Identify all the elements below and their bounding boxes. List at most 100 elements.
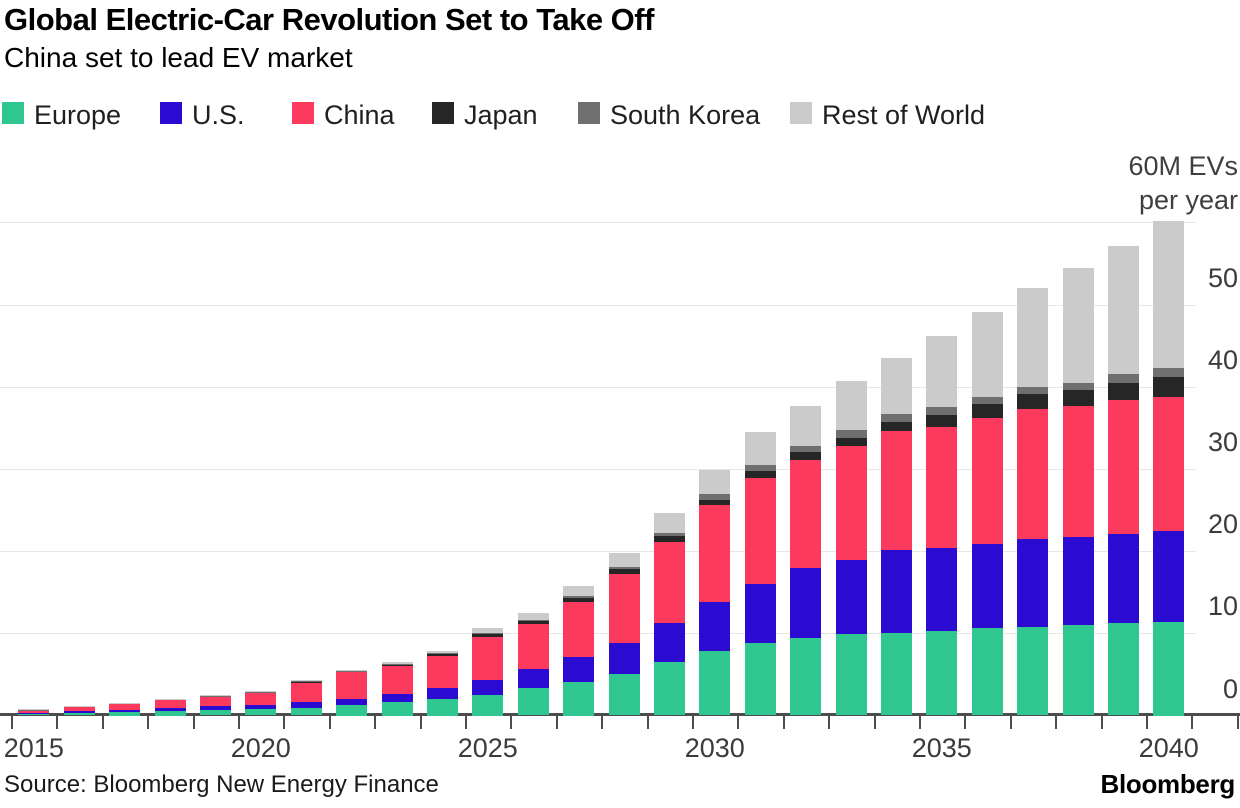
bar-segment-south-korea-2037 [1017, 386, 1049, 395]
gridline-50 [0, 304, 1196, 306]
bar-segment-rest-of-world-2022 [336, 669, 368, 671]
bar-segment-rest-of-world-2037 [1017, 288, 1049, 387]
bar-segment-europe-2023 [381, 701, 413, 716]
bar-segment-south-korea-2034 [880, 413, 912, 423]
bar-2024 [426, 650, 458, 716]
bar-segment-rest-of-world-2034 [880, 357, 912, 414]
x-tick [101, 716, 104, 729]
bar-2022 [336, 669, 368, 716]
bar-segment-europe-2030 [699, 651, 731, 716]
bar-segment-rest-of-world-2026 [517, 613, 549, 621]
bar-segment-south-korea-2036 [971, 396, 1003, 404]
bar-segment-u-s--2038 [1062, 536, 1094, 626]
bar-2034 [880, 357, 912, 716]
bar-segment-europe-2032 [790, 638, 822, 716]
bar-segment-south-korea-2024 [426, 652, 458, 654]
bar-segment-china-2025 [472, 636, 504, 681]
x-tick-label-2035: 2035 [911, 733, 972, 763]
legend-swatch-icon [432, 102, 454, 124]
bar-segment-u-s--2016 [63, 711, 95, 714]
bar-segment-u-s--2032 [790, 568, 822, 639]
bar-2027 [563, 586, 595, 716]
bar-segment-u-s--2031 [744, 583, 776, 644]
bar-segment-china-2017 [109, 703, 141, 710]
y-axis-unit-label: 60M EVs per year [990, 149, 1238, 217]
bloomberg-logo: Bloomberg [1100, 769, 1235, 799]
bar-2029 [653, 512, 685, 716]
bar-segment-rest-of-world-2039 [1107, 246, 1139, 375]
bar-segment-rest-of-world-2020 [245, 690, 277, 692]
bar-segment-u-s--2019 [199, 706, 231, 710]
bar-segment-japan-2031 [744, 471, 776, 478]
bar-segment-rest-of-world-2031 [744, 431, 776, 465]
bar-segment-europe-2040 [1153, 621, 1185, 716]
bar-segment-south-korea-2027 [563, 596, 595, 598]
y-axis-unit-line2: per year [1138, 185, 1238, 215]
bar-segment-japan-2019 [199, 695, 231, 697]
bar-segment-u-s--2024 [426, 687, 458, 700]
y-tick-label-20: 20 [1207, 509, 1238, 540]
x-tick [1100, 716, 1103, 729]
x-tick [374, 716, 377, 729]
bar-segment-europe-2025 [472, 695, 504, 716]
bar-segment-rest-of-world-2033 [835, 380, 867, 431]
bar-2038 [1062, 268, 1094, 716]
bar-segment-south-korea-2032 [790, 445, 822, 453]
bar-segment-europe-2019 [199, 709, 231, 716]
chart-title: Global Electric-Car Revolution Set to Ta… [4, 2, 654, 37]
gridline-40 [0, 386, 1196, 388]
bar-segment-south-korea-2029 [653, 533, 685, 537]
bar-segment-u-s--2035 [926, 547, 958, 631]
x-tick [1191, 716, 1194, 729]
bar-segment-europe-2038 [1062, 625, 1094, 716]
bar-segment-japan-2037 [1017, 394, 1049, 409]
bar-2032 [790, 405, 822, 716]
bar-segment-china-2023 [381, 666, 413, 694]
bar-segment-china-2030 [699, 505, 731, 603]
y-tick-label-0: 0 [1222, 673, 1238, 704]
bar-segment-rest-of-world-2015 [18, 708, 50, 710]
legend-label: U.S. [192, 100, 245, 130]
x-tick [56, 716, 59, 729]
bar-2026 [517, 613, 549, 716]
bar-segment-japan-2030 [699, 499, 731, 506]
bar-segment-europe-2035 [926, 630, 958, 716]
bar-segment-japan-2035 [926, 414, 958, 427]
bar-segment-u-s--2030 [699, 602, 731, 652]
bar-2017 [109, 702, 141, 716]
bar-2033 [835, 380, 867, 716]
bar-segment-south-korea-2035 [926, 407, 958, 415]
bar-2019 [199, 695, 231, 716]
bar-2039 [1107, 246, 1139, 716]
x-tick [465, 716, 467, 729]
legend-swatch-icon [2, 102, 24, 124]
bar-segment-japan-2023 [381, 664, 413, 667]
bar-segment-south-korea-2039 [1107, 374, 1139, 383]
x-tick [692, 716, 694, 729]
bar-segment-europe-2015 [18, 714, 50, 716]
bar-2028 [608, 552, 640, 716]
bar-segment-u-s--2040 [1153, 531, 1185, 622]
bar-segment-south-korea-2026 [517, 620, 549, 622]
bar-segment-china-2022 [336, 672, 368, 699]
bar-segment-u-s--2037 [1017, 538, 1049, 627]
bar-segment-rest-of-world-2035 [926, 335, 958, 408]
bar-segment-europe-2021 [290, 707, 322, 716]
bar-segment-china-2016 [63, 706, 95, 712]
bar-2035 [926, 335, 958, 716]
bar-segment-south-korea-2038 [1062, 382, 1094, 390]
bar-segment-japan-2032 [790, 452, 822, 460]
bar-2023 [381, 662, 413, 716]
bar-segment-rest-of-world-2025 [472, 627, 504, 633]
bar-2020 [245, 690, 277, 716]
bar-segment-japan-2033 [835, 437, 867, 446]
bar-segment-europe-2031 [744, 643, 776, 716]
bar-segment-europe-2036 [971, 628, 1003, 716]
x-tick-label-2040: 2040 [1138, 733, 1199, 763]
bar-segment-u-s--2029 [653, 623, 685, 663]
bar-segment-u-s--2023 [381, 693, 413, 702]
bar-segment-europe-2028 [608, 674, 640, 716]
bar-segment-china-2040 [1153, 396, 1185, 532]
bar-segment-europe-2037 [1017, 626, 1049, 716]
